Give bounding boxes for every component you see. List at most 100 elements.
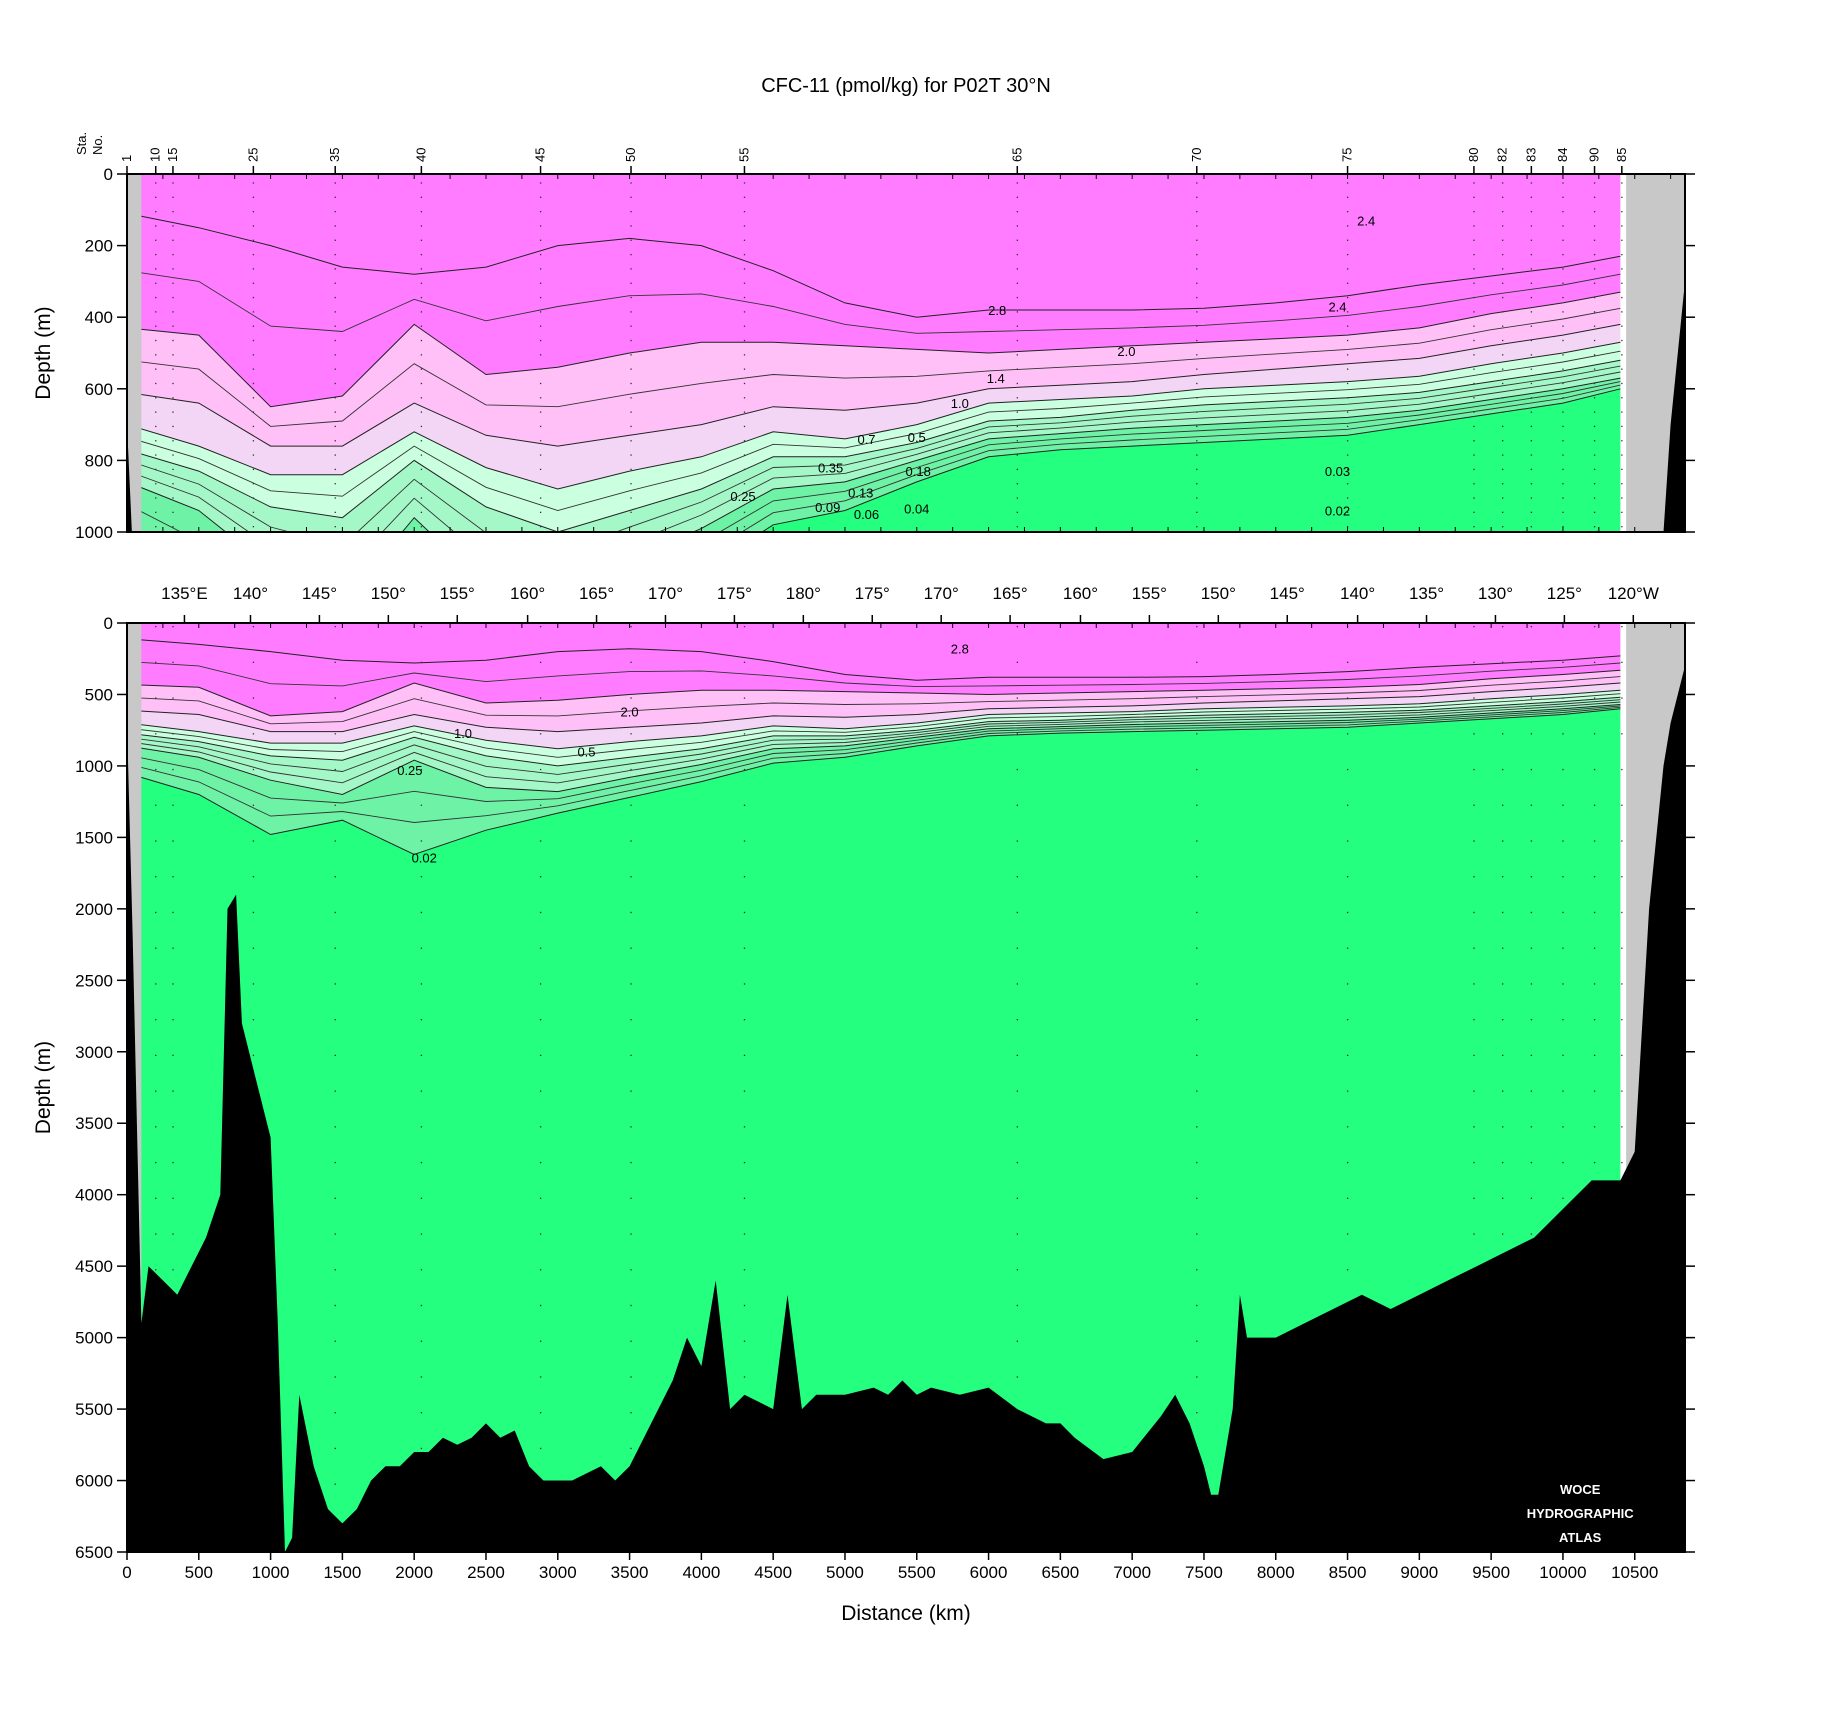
contour-line-intermediate — [127, 693, 1621, 758]
sample-dot — [630, 1340, 632, 1342]
sample-dot — [743, 411, 746, 413]
sample-dot — [1502, 511, 1504, 514]
sample-dot — [155, 1126, 157, 1128]
sample-dot — [1593, 1090, 1596, 1092]
sample-dot — [539, 947, 542, 949]
sample-dot — [1016, 440, 1018, 442]
sample-dot — [1016, 1197, 1018, 1199]
x-tick-label: 6000 — [970, 1563, 1008, 1582]
sample-dot — [539, 1126, 542, 1128]
y-tick-label: 6500 — [75, 1543, 113, 1562]
sample-dot — [155, 440, 157, 442]
sample-dot — [172, 225, 174, 227]
sample-dot — [172, 253, 174, 256]
sample-dot — [252, 268, 255, 270]
sample-dot — [743, 804, 746, 806]
contour-line-0.25 — [127, 359, 1621, 532]
sample-dot — [420, 1304, 423, 1307]
sample-dot — [420, 983, 423, 985]
sample-dot — [1562, 440, 1564, 442]
sample-dot — [252, 382, 255, 385]
sample-dot — [334, 1161, 336, 1164]
sample-dot — [1562, 497, 1564, 499]
sample-dot — [1621, 1019, 1623, 1021]
sample-dot — [1621, 339, 1623, 342]
sample-dot — [1473, 411, 1475, 413]
sample-dot — [630, 440, 632, 442]
sample-dot — [252, 911, 255, 914]
sample-dot — [630, 1412, 632, 1414]
sample-dot — [1196, 425, 1198, 428]
sample-dot — [743, 325, 746, 327]
sample-dot — [1530, 661, 1533, 664]
sample-dot — [630, 661, 632, 664]
sample-dot — [743, 210, 746, 213]
sample-dot — [630, 210, 632, 213]
sample-dot — [630, 625, 632, 628]
contour-label: 0.35 — [818, 461, 843, 476]
sample-dot — [1593, 1019, 1596, 1021]
sample-dot — [155, 210, 157, 213]
sample-dot — [252, 876, 255, 878]
band-0.5-1.0 — [127, 324, 1621, 489]
sample-dot — [420, 325, 423, 327]
sample-dot — [172, 983, 174, 985]
sample-dot — [252, 425, 255, 428]
sample-dot — [1621, 282, 1623, 284]
sample-dot — [252, 625, 255, 628]
sample-dot — [1196, 733, 1198, 735]
sample-dot — [1530, 511, 1533, 514]
contour-line-0.09 — [127, 704, 1621, 796]
sample-dot — [1016, 1054, 1018, 1057]
sample-dot — [539, 983, 542, 985]
sample-dot — [1196, 311, 1198, 313]
sample-dot — [1562, 268, 1564, 270]
sample-dot — [1016, 983, 1018, 985]
x-axis-label: Distance (km) — [841, 1602, 971, 1625]
sample-dot — [420, 804, 423, 806]
panel-frame — [126, 622, 1686, 1553]
sample-dot — [334, 1126, 336, 1128]
sample-dot — [1621, 804, 1623, 806]
y-tick-label: 1000 — [75, 757, 113, 776]
sample-dot — [334, 840, 336, 842]
sample-dot — [743, 947, 746, 949]
sample-dot — [1621, 425, 1623, 428]
sample-dot — [1196, 947, 1198, 949]
sample-dot — [1016, 911, 1018, 914]
sample-dot — [1502, 468, 1504, 471]
sample-dot — [1016, 1269, 1018, 1271]
y-tick-label: 400 — [85, 308, 113, 327]
sample-dot — [252, 253, 255, 256]
sample-dot — [1621, 1090, 1623, 1092]
sample-dot — [1473, 1090, 1475, 1092]
sample-dot — [1196, 661, 1198, 664]
sample-dot — [155, 239, 157, 241]
sample-dot — [1621, 1126, 1623, 1128]
sample-dot — [1196, 382, 1198, 385]
sample-dot — [1346, 661, 1349, 664]
sample-dot — [1621, 210, 1623, 213]
longitude-label: 180° — [786, 584, 821, 603]
sample-dot — [155, 1269, 157, 1271]
sample-dot — [1473, 225, 1475, 227]
sample-dot — [1530, 182, 1533, 184]
sample-dot — [630, 382, 632, 385]
longitude-label: 145° — [302, 584, 337, 603]
sample-dot — [1473, 1126, 1475, 1128]
x-tick-label: 9000 — [1400, 1563, 1438, 1582]
sample-dot — [1530, 1197, 1533, 1199]
sample-dot — [1196, 354, 1198, 356]
sample-dot — [252, 282, 255, 284]
sample-dot — [172, 804, 174, 806]
station-label: 80 — [1466, 148, 1481, 162]
sample-dot — [1196, 268, 1198, 270]
sample-dot — [155, 1197, 157, 1199]
sample-dot — [420, 311, 423, 313]
station-label: 83 — [1523, 148, 1538, 162]
sample-dot — [1473, 1161, 1475, 1164]
sample-dot — [1016, 1376, 1018, 1378]
sample-dot — [155, 983, 157, 985]
sample-dot — [1530, 196, 1533, 198]
sample-dot — [1473, 947, 1475, 949]
